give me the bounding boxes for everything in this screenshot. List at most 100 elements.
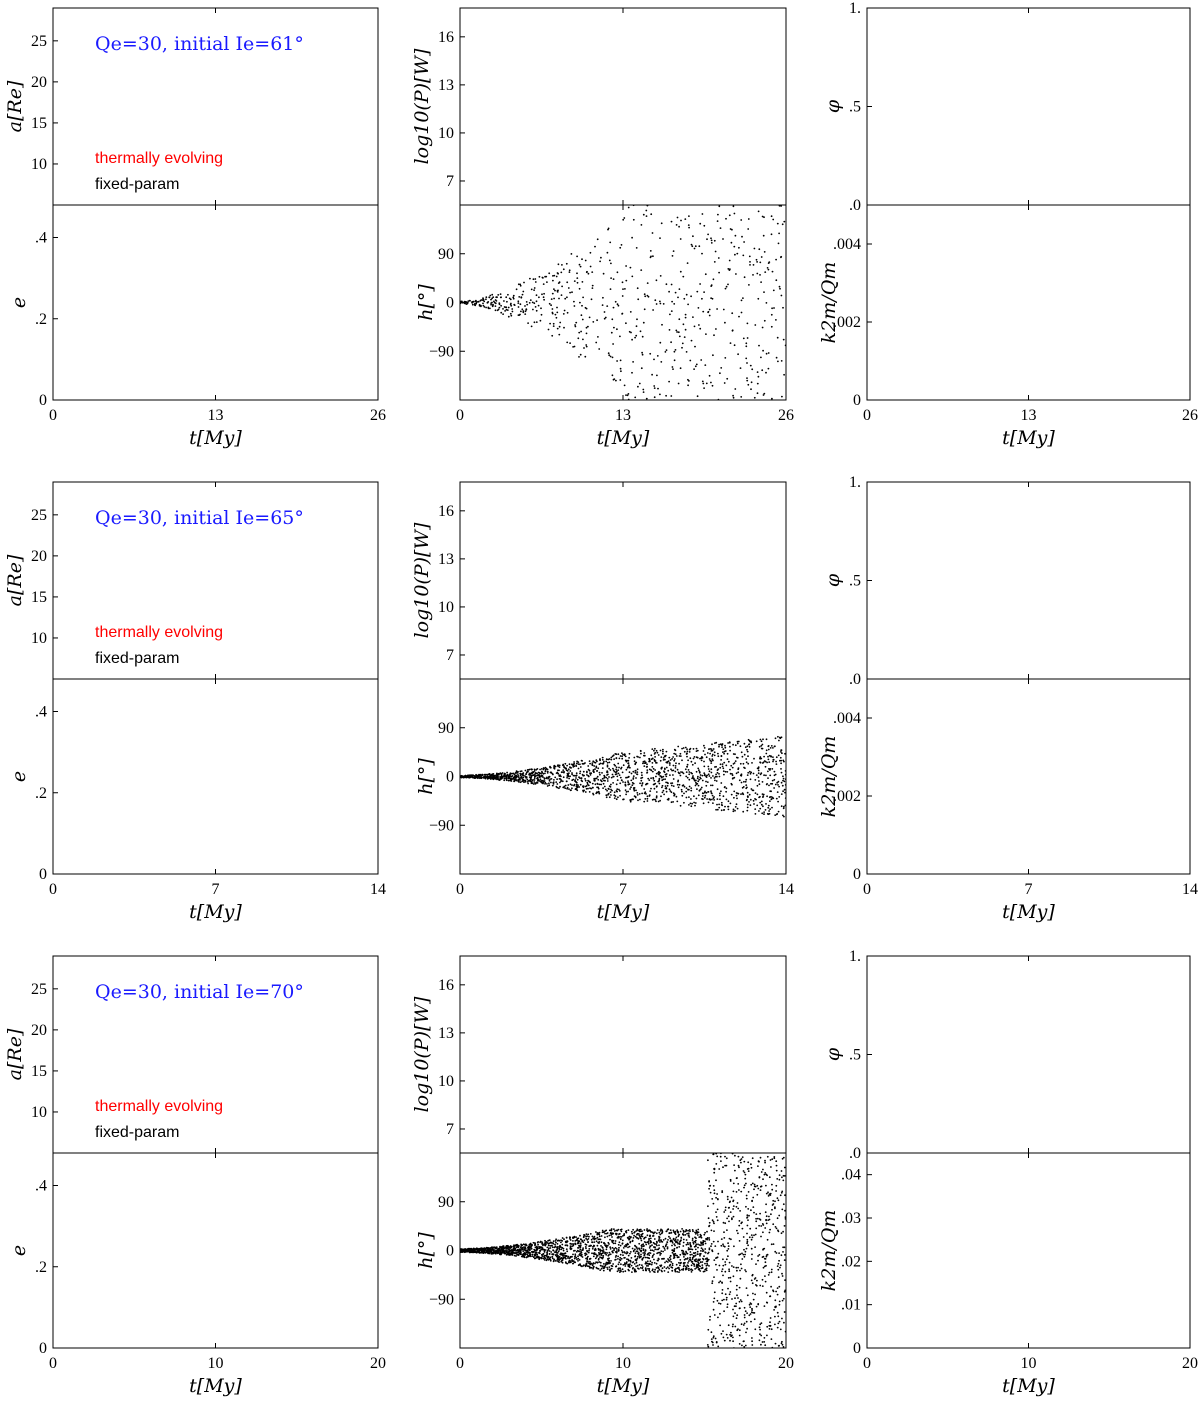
h-point-thermal (720, 782, 723, 784)
h-point-thermal (639, 782, 641, 785)
h-point-fixed (687, 303, 689, 306)
h-point-thermal (743, 780, 745, 783)
h-point-thermal (782, 1297, 785, 1300)
h-point-thermal (723, 809, 726, 811)
series-thermal-e (53, 1153, 378, 1348)
h-point-thermal (669, 1255, 672, 1257)
h-point-thermal (716, 1193, 718, 1195)
ytick-label: 13 (438, 77, 454, 94)
h-point-thermal (701, 252, 703, 255)
h-point-thermal (480, 775, 482, 777)
h-point-thermal (596, 775, 599, 778)
h-point-thermal (568, 271, 571, 273)
h-point-thermal (645, 1265, 648, 1267)
h-point-thermal (727, 808, 730, 811)
h-point-thermal (658, 777, 661, 780)
h-point-thermal (776, 1217, 779, 1220)
h-point-thermal (621, 1268, 624, 1271)
ytick-label: 13 (438, 1025, 454, 1042)
h-point-thermal (598, 771, 601, 774)
h-point-thermal (783, 1246, 786, 1249)
h-point-thermal (690, 339, 693, 342)
h-point-fixed (622, 288, 624, 290)
h-point-thermal (757, 1165, 759, 1167)
h-point-fixed (522, 776, 525, 779)
h-point-fixed (747, 383, 750, 386)
h-point-thermal (749, 264, 751, 266)
h-point-thermal (654, 1248, 657, 1251)
h-point-thermal (687, 1247, 690, 1249)
plot-area-phi (867, 44, 1190, 202)
h-point-thermal (695, 1243, 698, 1246)
h-point-thermal (708, 1224, 711, 1227)
h-point-thermal (695, 770, 698, 773)
h-point-thermal (775, 1290, 777, 1293)
h-point-thermal (724, 1261, 727, 1263)
h-point-thermal (512, 296, 515, 299)
h-point-thermal (587, 325, 589, 328)
h-point-thermal (728, 1237, 731, 1240)
h-point-fixed (610, 776, 613, 779)
h-point-fixed (678, 318, 681, 321)
h-point-thermal (715, 1163, 718, 1165)
h-point-fixed (560, 771, 563, 774)
h-point-fixed (586, 1250, 589, 1253)
h-point-thermal (706, 798, 708, 800)
h-point-thermal (769, 768, 772, 770)
h-point-thermal (623, 1245, 626, 1247)
h-point-thermal (624, 781, 627, 784)
h-point-fixed (482, 298, 485, 301)
h-point-thermal (692, 748, 695, 750)
h-point-thermal (475, 299, 477, 302)
h-point-thermal (514, 772, 517, 774)
h-point-thermal (757, 772, 760, 775)
h-point-thermal (615, 379, 617, 382)
ytick-label: 16 (438, 977, 454, 994)
h-point-thermal (665, 1230, 668, 1233)
h-point-thermal (659, 771, 661, 774)
h-point-thermal (758, 780, 760, 782)
h-point-thermal (739, 1277, 742, 1280)
h-point-thermal (776, 1293, 779, 1296)
series-thermal-e (53, 238, 378, 401)
h-point-fixed (489, 307, 491, 310)
h-point-thermal (568, 777, 570, 780)
xtick-label: 14 (370, 881, 386, 898)
h-point-thermal (608, 1266, 611, 1268)
h-point-thermal (538, 774, 540, 777)
h-point-thermal (540, 774, 543, 777)
h-point-thermal (637, 756, 639, 758)
h-point-fixed (468, 776, 471, 779)
h-point-fixed (526, 1253, 529, 1256)
h-point-thermal (562, 763, 565, 766)
h-point-thermal (652, 1254, 654, 1257)
ylabel-e: e (8, 1245, 30, 1256)
h-point-thermal (655, 762, 658, 764)
h-point-fixed (618, 774, 621, 776)
h-point-thermal (732, 743, 734, 746)
h-point-thermal (730, 764, 733, 767)
h-point-fixed (592, 1237, 595, 1239)
h-point-thermal (670, 791, 673, 794)
h-point-fixed (545, 275, 548, 278)
h-point-thermal (675, 795, 678, 798)
h-point-thermal (579, 772, 581, 775)
h-point-thermal (619, 1235, 621, 1238)
h-point-thermal (666, 1246, 669, 1248)
h-point-thermal (771, 1204, 774, 1206)
h-point-thermal (748, 1314, 751, 1317)
h-point-thermal (628, 1238, 630, 1241)
h-point-thermal (773, 1157, 776, 1160)
h-point-fixed (597, 336, 599, 338)
h-point-thermal (682, 1231, 685, 1233)
h-point-thermal (780, 793, 783, 795)
h-point-thermal (618, 757, 621, 760)
h-point-thermal (756, 272, 759, 275)
h-point-thermal (765, 1264, 767, 1267)
h-point-thermal (711, 758, 714, 760)
h-point-thermal (771, 779, 774, 782)
h-point-thermal (763, 1257, 766, 1260)
h-point-fixed (608, 767, 610, 770)
h-point-fixed (642, 388, 645, 391)
h-point-thermal (651, 1249, 654, 1252)
